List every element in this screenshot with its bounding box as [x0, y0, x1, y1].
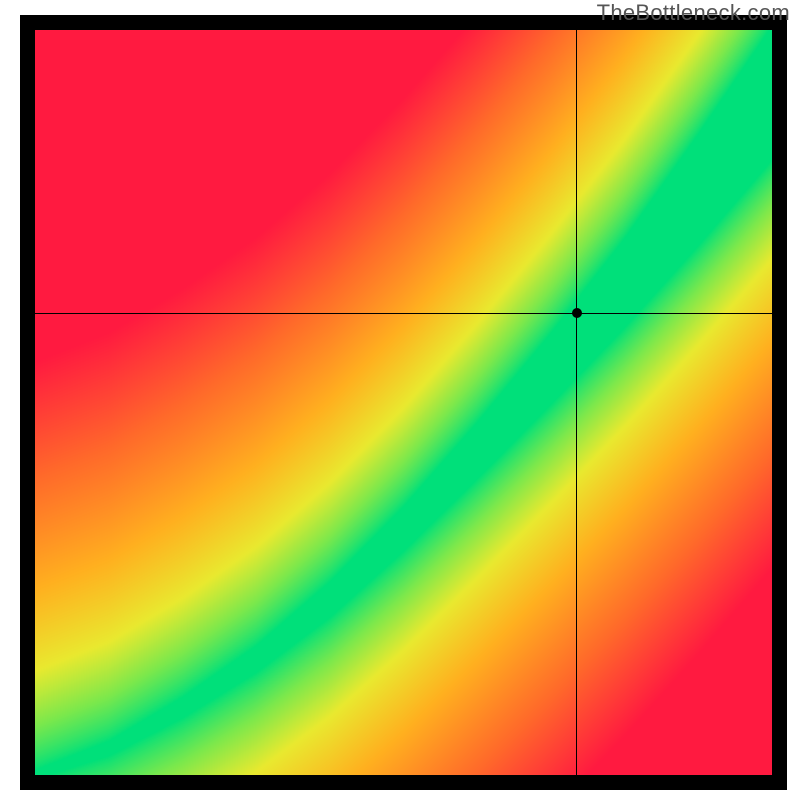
watermark-text: TheBottleneck.com [597, 0, 790, 26]
heatmap-canvas [35, 30, 772, 775]
chart-container: TheBottleneck.com [0, 0, 800, 800]
